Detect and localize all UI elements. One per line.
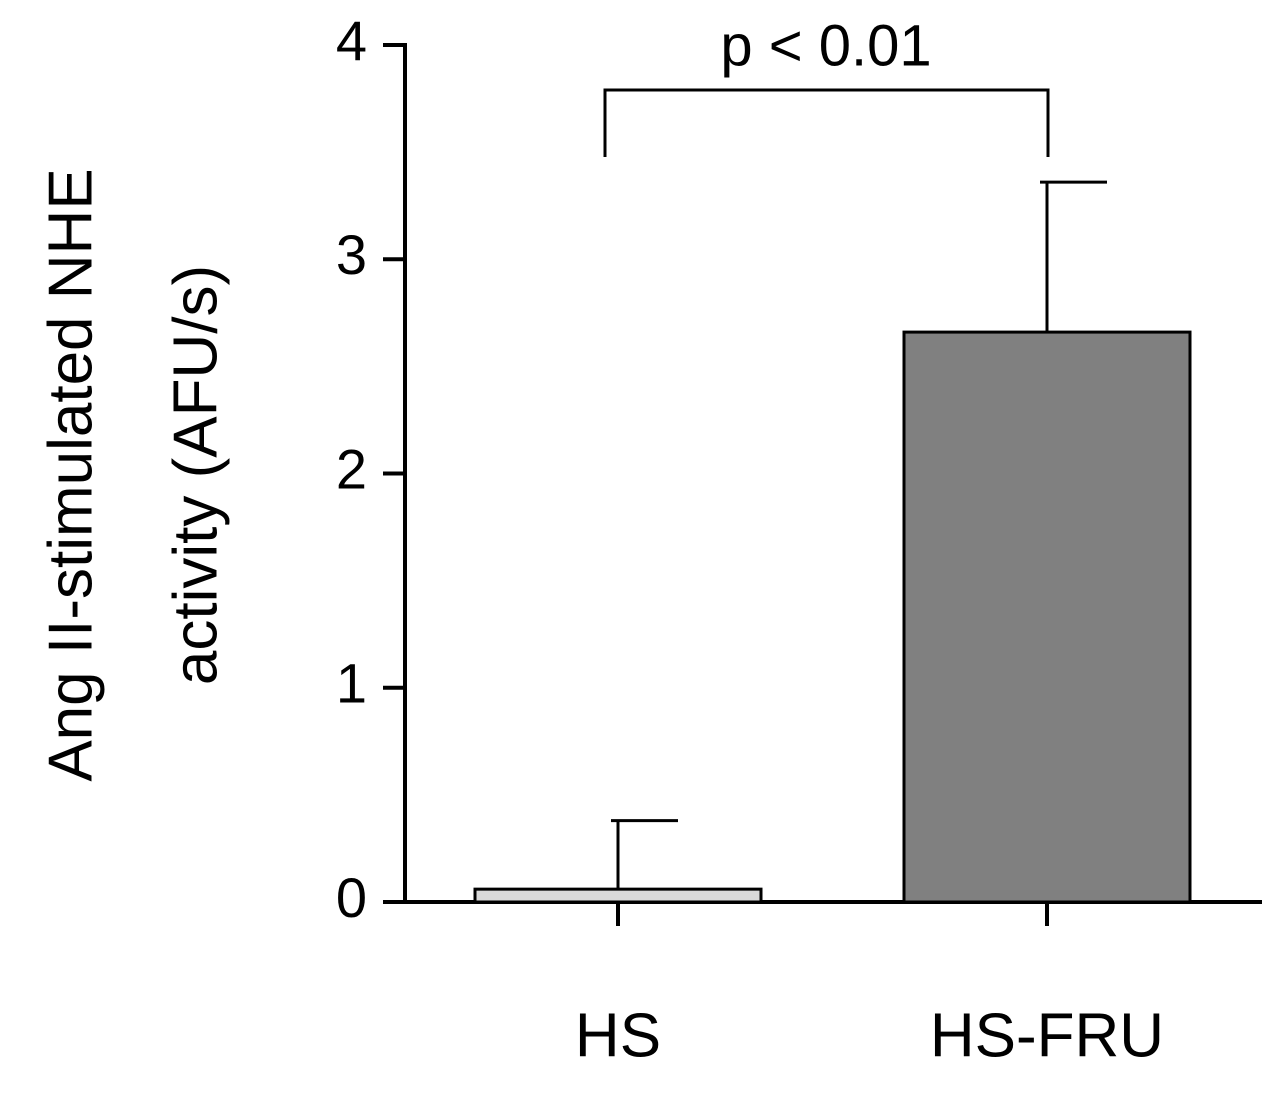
y-tick-label: 4 xyxy=(336,9,367,72)
y-axis-title: Ang II-stimulated NHE xyxy=(36,168,105,781)
significance-bracket xyxy=(603,88,1050,157)
y-tick-label: 1 xyxy=(336,652,367,715)
bar xyxy=(902,330,1192,904)
y-tick-label: 3 xyxy=(336,223,367,286)
x-tick-label: HS xyxy=(575,1001,661,1070)
y-tick-label: 2 xyxy=(336,437,367,500)
bar xyxy=(473,887,763,904)
y-axis-title: activity (AFU/s) xyxy=(161,265,230,685)
x-tick-label: HS-FRU xyxy=(930,1001,1164,1070)
annotation: p < 0.01 xyxy=(720,13,931,78)
y-tick-label: 0 xyxy=(336,866,367,929)
